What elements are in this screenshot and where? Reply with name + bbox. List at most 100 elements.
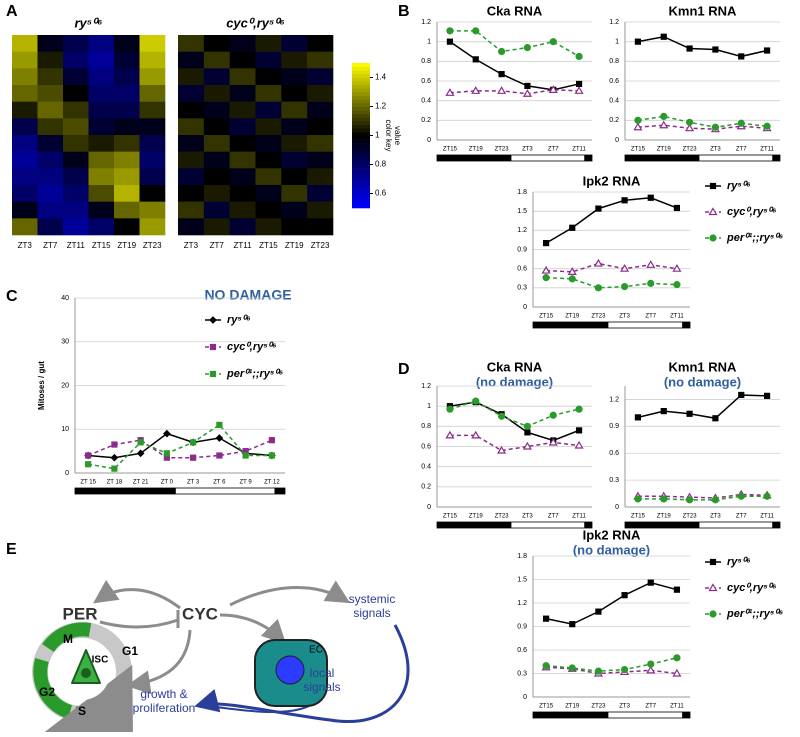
node-label: CYC bbox=[182, 604, 218, 623]
point bbox=[541, 265, 551, 274]
heatmap-cell bbox=[88, 201, 115, 219]
heatmap-cell bbox=[139, 101, 166, 119]
series-line bbox=[449, 89, 580, 95]
y-tick-label: 0.4 bbox=[421, 98, 431, 105]
x-tick-label: ZT7 bbox=[548, 514, 559, 520]
point bbox=[712, 46, 719, 53]
point bbox=[660, 33, 667, 40]
heatmap-cell bbox=[281, 85, 308, 102]
series-line bbox=[546, 657, 678, 672]
heatmap-cell bbox=[203, 118, 230, 136]
x-tick-label: ZT11 bbox=[760, 514, 774, 520]
node-label: PER bbox=[63, 604, 98, 623]
point bbox=[763, 492, 771, 500]
panel-label: C bbox=[6, 288, 18, 305]
x-tick-label: ZT23 bbox=[683, 147, 698, 153]
point bbox=[446, 27, 454, 35]
dark-phase bbox=[625, 155, 700, 161]
heatmap-cell bbox=[114, 101, 140, 119]
point bbox=[268, 452, 275, 459]
heatmap-cell bbox=[37, 218, 64, 236]
y-tick-label: 0.6 bbox=[421, 78, 431, 85]
series-line bbox=[637, 115, 768, 128]
dark-phase bbox=[772, 522, 780, 528]
colorbar-step bbox=[352, 128, 370, 133]
series-line bbox=[449, 41, 580, 91]
series-line bbox=[87, 439, 273, 459]
heatmap-cell bbox=[139, 35, 166, 52]
colorbar-step bbox=[352, 182, 370, 187]
heatmap-cell bbox=[37, 135, 64, 152]
colorbar-step bbox=[352, 63, 370, 67]
heatmap-cell bbox=[203, 101, 230, 119]
x-tick-label: ZT15 bbox=[631, 147, 646, 153]
y-tick-label: 0.6 bbox=[517, 266, 527, 273]
colorbar-step bbox=[352, 73, 370, 78]
series-line bbox=[637, 35, 768, 58]
legend-label: cyc⁰,ry⁵⁰⁶ bbox=[227, 341, 277, 353]
y-tick-label: 1 bbox=[427, 403, 431, 410]
point bbox=[660, 112, 668, 121]
chart-title: Kmn1 RNA bbox=[669, 359, 738, 374]
legend-marker bbox=[708, 207, 718, 216]
y-tick-label: 0 bbox=[523, 304, 527, 311]
heatmap-cell bbox=[307, 101, 334, 119]
x-tick-label: ZT3 bbox=[710, 147, 721, 153]
point bbox=[647, 579, 654, 586]
legend-label: per⁰¹;;ry⁵⁰⁶ bbox=[226, 368, 283, 380]
series-line bbox=[546, 262, 678, 273]
x-tick-label: ZT11 bbox=[760, 147, 774, 153]
heatmap-cell bbox=[63, 85, 89, 102]
heatmap-cell bbox=[178, 135, 205, 152]
heatmap-cell bbox=[139, 135, 166, 152]
heatmap-cell bbox=[178, 35, 205, 52]
point bbox=[621, 592, 628, 599]
isc-nucleus bbox=[81, 668, 91, 678]
point bbox=[190, 454, 197, 461]
x-tick-label: ZT23 bbox=[495, 147, 510, 153]
heatmap-cell bbox=[229, 201, 256, 219]
point bbox=[593, 258, 603, 267]
x-tick-label: ZT7 bbox=[645, 314, 656, 320]
heatmap-cell bbox=[37, 35, 64, 52]
point bbox=[763, 122, 771, 130]
legend-label: per⁰¹;;ry⁵⁰⁶ bbox=[726, 232, 783, 244]
y-tick-label: 0 bbox=[427, 137, 431, 144]
x-tick-label: ZT3 bbox=[18, 241, 33, 250]
y-tick-label: 0.8 bbox=[375, 160, 387, 169]
heatmap-cell bbox=[114, 118, 140, 136]
heatmap-cell bbox=[281, 118, 308, 136]
panel-label: E bbox=[6, 541, 17, 558]
heatmap-cell bbox=[63, 185, 89, 202]
y-tick-label: 0.6 bbox=[609, 78, 619, 85]
heatmap-cell bbox=[114, 218, 140, 236]
point bbox=[497, 47, 506, 56]
point bbox=[685, 123, 695, 132]
x-tick-label: ZT15 bbox=[539, 704, 554, 710]
x-tick-label: ZT 6 bbox=[213, 480, 226, 486]
diagram: PER CYC M G1 G2 S ISC EC systemic signal… bbox=[32, 579, 410, 737]
point bbox=[647, 194, 654, 201]
point bbox=[446, 38, 454, 45]
colorbar-step bbox=[352, 179, 370, 183]
heatmap-cell bbox=[307, 201, 334, 219]
point bbox=[542, 615, 550, 622]
x-tick-label: ZT7 bbox=[736, 514, 747, 520]
point bbox=[497, 86, 507, 94]
point bbox=[498, 71, 505, 78]
x-tick-label: ZT15 bbox=[631, 514, 646, 520]
chart-title: Cka RNA bbox=[487, 359, 543, 374]
dark-phase bbox=[75, 488, 176, 494]
heatmap-cell bbox=[139, 185, 166, 202]
point bbox=[620, 282, 629, 291]
y-tick-label: 1 bbox=[427, 39, 431, 46]
heatmap-cell bbox=[63, 35, 89, 52]
cell-label: EC bbox=[309, 645, 323, 656]
y-tick-label: 30 bbox=[61, 339, 69, 346]
colorbar-step bbox=[352, 70, 370, 75]
y-tick-label: 1.2 bbox=[609, 396, 619, 403]
legend-marker bbox=[209, 343, 217, 351]
point bbox=[524, 429, 531, 436]
heatmap-cell bbox=[63, 118, 89, 136]
heatmap-cell bbox=[114, 51, 140, 69]
